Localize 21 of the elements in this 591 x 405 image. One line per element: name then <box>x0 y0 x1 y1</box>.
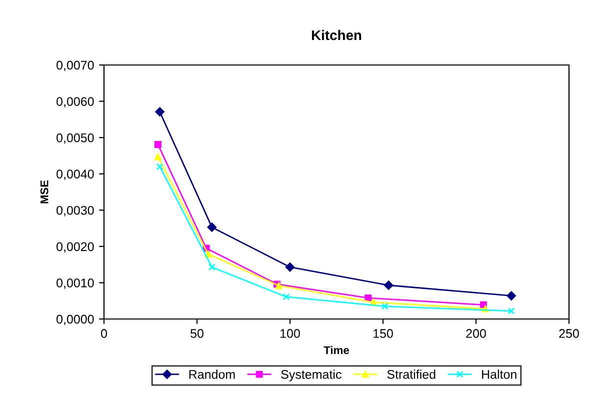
y-tick-label: 0,0060 <box>56 97 94 108</box>
x-tick-label: 250 <box>559 329 579 338</box>
y-tick-label: 0,0000 <box>56 314 94 326</box>
y-tick-label: 0,0040 <box>56 170 94 180</box>
x-tick-label: 100 <box>280 329 300 338</box>
legend-label: Stratified <box>387 370 436 379</box>
x-tick-label: 0 <box>101 329 107 338</box>
x-tick-label: 50 <box>190 329 204 338</box>
chart-title: Kitchen <box>312 30 362 40</box>
y-tick-label: 0,0070 <box>56 60 94 72</box>
y-tick-label: 0,0030 <box>56 206 94 216</box>
legend-label: Halton <box>482 370 516 379</box>
y-tick-label: 0,0050 <box>56 133 94 144</box>
x-tick-label: 200 <box>466 329 486 338</box>
x-axis-title: Time <box>324 346 349 354</box>
legend-label: Systematic <box>281 370 342 382</box>
y-tick-label: 0,0010 <box>56 278 94 289</box>
y-tick-label: 0,0020 <box>56 242 94 253</box>
x-tick-label: 150 <box>374 329 393 338</box>
legend-label: Random <box>189 370 235 379</box>
y-axis-title: MSE <box>40 180 48 204</box>
